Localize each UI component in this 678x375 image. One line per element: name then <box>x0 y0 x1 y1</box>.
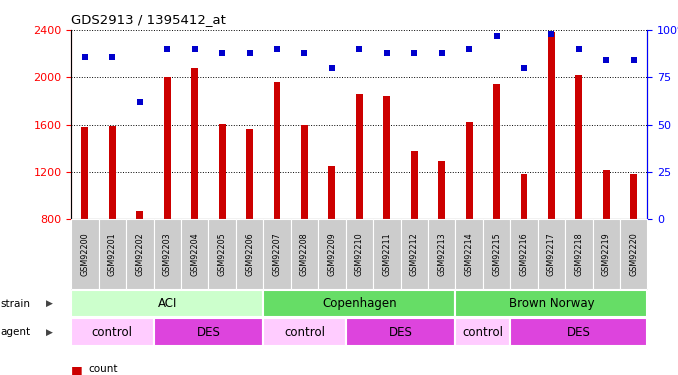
Bar <box>191 69 198 314</box>
Bar <box>274 82 281 314</box>
Text: GSM92219: GSM92219 <box>602 232 611 276</box>
Text: GSM92217: GSM92217 <box>547 232 556 276</box>
Bar <box>383 96 391 314</box>
Bar <box>246 129 253 314</box>
Bar <box>263 290 456 317</box>
Point <box>189 46 200 52</box>
Bar <box>521 174 527 314</box>
Point <box>436 50 447 56</box>
Bar <box>328 165 336 314</box>
Point <box>107 54 118 60</box>
Text: GSM92204: GSM92204 <box>191 232 199 276</box>
Bar <box>356 94 363 314</box>
Text: GSM92205: GSM92205 <box>218 232 226 276</box>
Text: Copenhagen: Copenhagen <box>322 297 397 310</box>
Text: GSM92208: GSM92208 <box>300 232 309 276</box>
Point <box>354 46 365 52</box>
Text: DES: DES <box>388 326 412 339</box>
Bar <box>346 318 456 346</box>
Text: GSM92220: GSM92220 <box>629 232 638 276</box>
Text: GSM92203: GSM92203 <box>163 232 172 276</box>
Text: DES: DES <box>197 326 220 339</box>
Text: GSM92200: GSM92200 <box>81 232 89 276</box>
Bar <box>263 318 346 346</box>
Text: control: control <box>284 326 325 339</box>
Text: GDS2913 / 1395412_at: GDS2913 / 1395412_at <box>71 13 226 26</box>
Bar <box>81 127 88 314</box>
Text: ACI: ACI <box>157 297 177 310</box>
Bar <box>411 151 418 314</box>
Point <box>217 50 228 56</box>
Point <box>629 57 639 63</box>
Point <box>244 50 255 56</box>
Point <box>519 65 530 71</box>
Point <box>464 46 475 52</box>
Point <box>162 46 173 52</box>
Bar <box>301 124 308 314</box>
Text: DES: DES <box>567 326 591 339</box>
Point <box>272 46 283 52</box>
Text: GSM92212: GSM92212 <box>410 232 419 276</box>
Point <box>381 50 392 56</box>
Text: ▶: ▶ <box>46 299 53 308</box>
Bar <box>153 318 263 346</box>
Text: GSM92213: GSM92213 <box>437 232 446 276</box>
Point <box>491 33 502 39</box>
Point <box>601 57 612 63</box>
Bar <box>71 318 153 346</box>
Text: strain: strain <box>1 298 31 309</box>
Bar <box>109 126 116 314</box>
Text: ■: ■ <box>71 364 83 375</box>
Bar <box>466 122 473 314</box>
Bar <box>603 170 610 314</box>
Text: GSM92216: GSM92216 <box>519 232 528 276</box>
Point <box>546 31 557 37</box>
Point <box>409 50 420 56</box>
Text: agent: agent <box>1 327 31 337</box>
Bar <box>219 124 226 314</box>
Text: Brown Norway: Brown Norway <box>508 297 594 310</box>
Bar <box>71 290 263 317</box>
Bar <box>456 318 511 346</box>
Point <box>299 50 310 56</box>
Text: control: control <box>92 326 133 339</box>
Text: GSM92211: GSM92211 <box>382 232 391 276</box>
Text: GSM92202: GSM92202 <box>136 232 144 276</box>
Text: GSM92214: GSM92214 <box>464 232 474 276</box>
Text: GSM92210: GSM92210 <box>355 232 364 276</box>
Text: GSM92215: GSM92215 <box>492 232 501 276</box>
Bar <box>456 290 647 317</box>
Bar <box>493 84 500 314</box>
Point <box>134 99 145 105</box>
Point <box>327 65 338 71</box>
Bar <box>548 32 555 314</box>
Text: GSM92218: GSM92218 <box>574 232 583 276</box>
Bar <box>164 77 171 314</box>
Point <box>79 54 90 60</box>
Point <box>574 46 584 52</box>
Text: control: control <box>462 326 503 339</box>
Text: GSM92201: GSM92201 <box>108 232 117 276</box>
Bar <box>631 174 637 314</box>
Text: GSM92207: GSM92207 <box>273 232 281 276</box>
Bar <box>576 75 582 314</box>
Bar <box>438 161 445 314</box>
Bar <box>136 211 143 314</box>
Text: GSM92209: GSM92209 <box>327 232 336 276</box>
Text: count: count <box>88 364 118 375</box>
Text: ▶: ▶ <box>46 328 53 337</box>
Text: GSM92206: GSM92206 <box>245 232 254 276</box>
Bar <box>511 318 647 346</box>
